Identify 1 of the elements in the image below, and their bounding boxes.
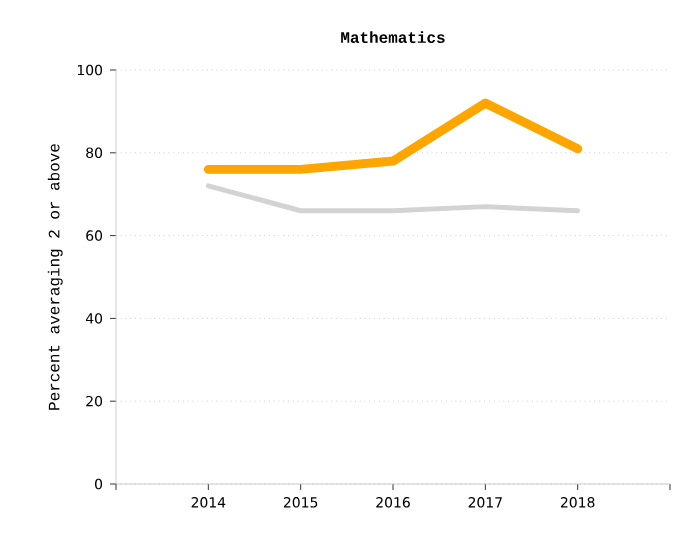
line-series bbox=[203, 98, 583, 174]
